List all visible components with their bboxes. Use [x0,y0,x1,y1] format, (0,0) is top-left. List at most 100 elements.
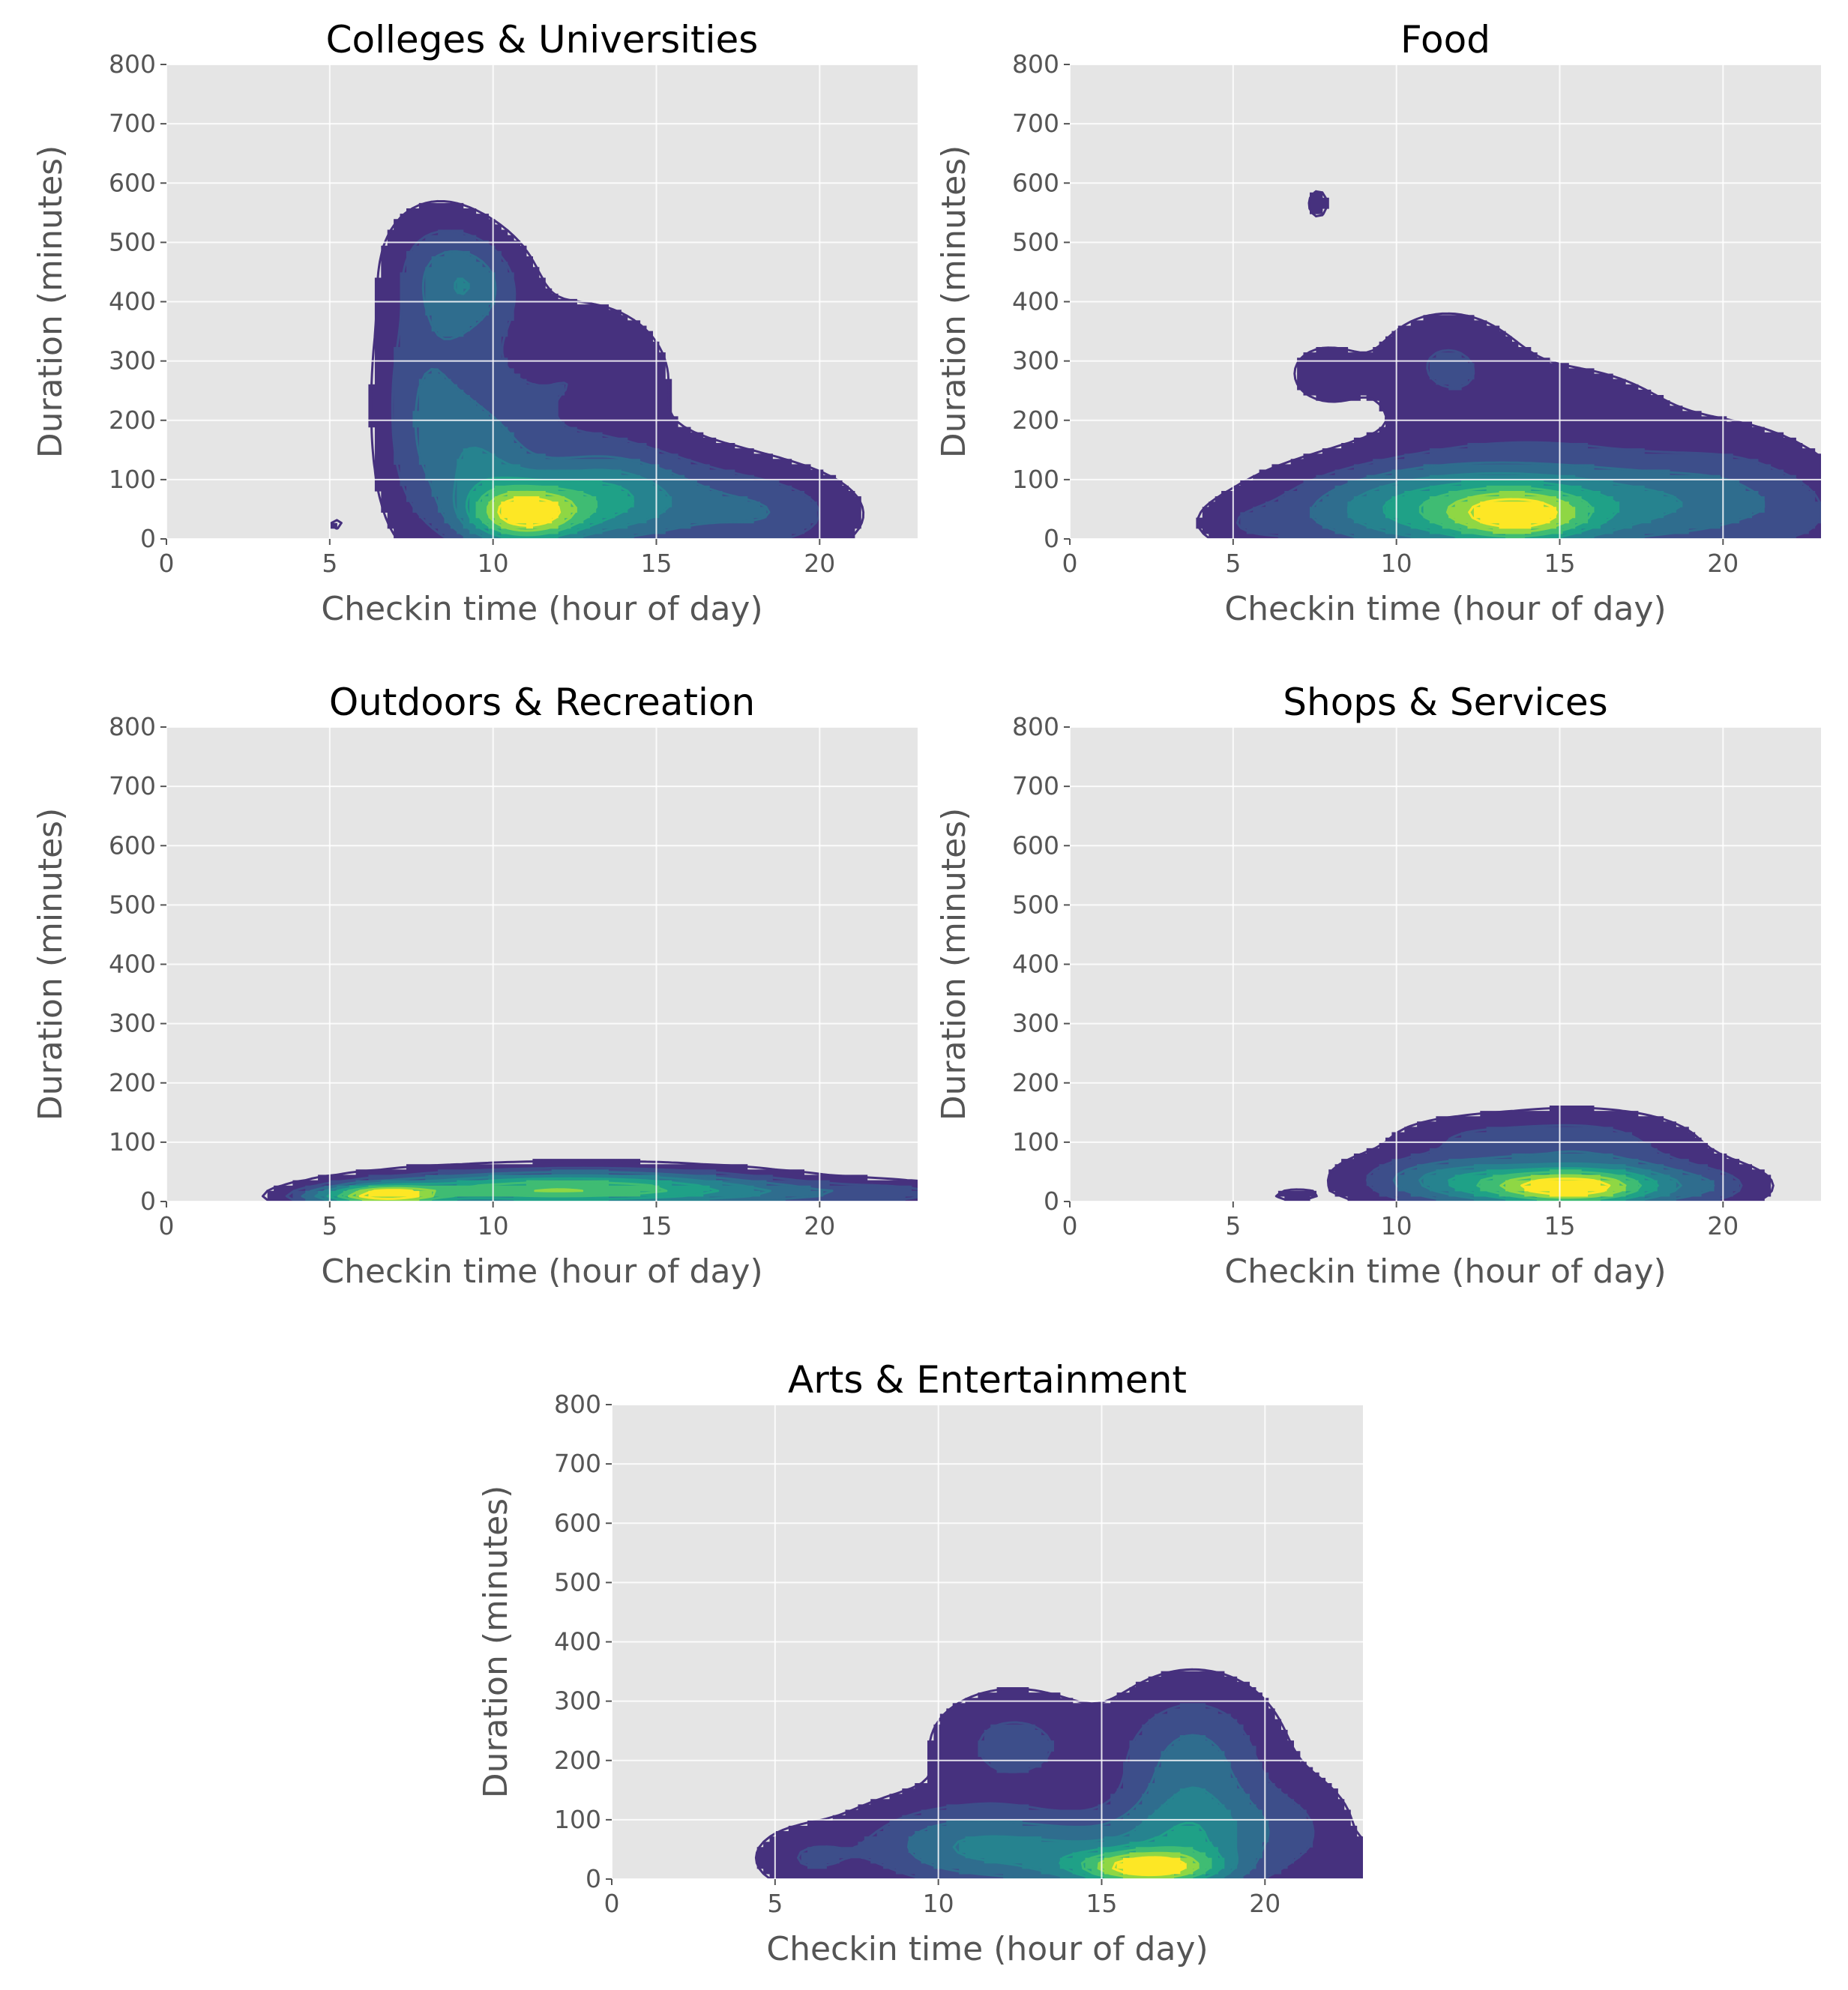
x-tick-label: 20 [804,549,835,578]
x-tick-label: 5 [322,1211,337,1240]
x-tick-label: 0 [1062,549,1078,578]
density-outline-6 [337,1181,668,1201]
density-outline-4 [314,1174,771,1201]
y-tick-label: 300 [109,1009,156,1038]
y-tick-label: 100 [554,1805,601,1834]
y-tick-label: 800 [109,49,156,79]
x-axis-label: Checkin time (hour of day) [1224,590,1666,628]
x-axis-label: Checkin time (hour of day) [766,1930,1208,1968]
y-tick-label: 300 [1012,346,1059,376]
density-level-8 [501,496,559,529]
y-tick-label: 200 [1012,405,1059,435]
density-contours [1196,190,1821,539]
grid-lines [1069,64,1821,540]
y-tick-label: 800 [1012,712,1059,741]
y-tick-label: 700 [1012,109,1059,138]
x-tick-label: 10 [923,1889,954,1918]
y-tick-label: 600 [109,830,156,860]
density-outline-1 [262,1160,918,1201]
y-tick-label: 100 [1012,465,1059,494]
x-axis: 0 5 10 15 20 [604,1879,1280,1918]
x-tick-label: 0 [1062,1211,1078,1240]
chart-title: Colleges & Universities [326,18,759,61]
y-tick-label: 700 [1012,771,1059,800]
y-tick-label: 600 [109,168,156,197]
y-tick-label: 400 [554,1627,601,1656]
density-outline-3 [907,1734,1270,1879]
y-tick-label: 100 [109,1127,156,1157]
density-outline-4 [1418,1162,1682,1201]
x-tick-label: 5 [1225,549,1241,578]
grid-lines [1069,726,1821,1202]
y-tick-label: 700 [109,771,156,800]
density-outline-7 [1097,1851,1200,1879]
density-outline-8 [1112,1856,1186,1877]
density-level-8 [1116,1857,1187,1875]
y-tick-label: 500 [1012,227,1059,256]
y-tick-label: 700 [554,1449,601,1478]
y-axis-label: Duration (minutes) [935,145,973,459]
density-outline-2 [285,1166,918,1201]
y-tick-label: 300 [554,1686,601,1716]
x-axis-label: Checkin time (hour of day) [321,1252,762,1291]
y-axis-label: Duration (minutes) [935,808,973,1121]
density-level-8 [1473,501,1556,529]
x-axis: 0 5 10 15 20 [159,539,835,578]
y-tick-label: 100 [1012,1127,1059,1157]
y-tick-label: 800 [1012,49,1059,79]
y-tick-label: 0 [1044,1187,1059,1216]
y-tick-label: 400 [1012,950,1059,979]
y-tick-label: 300 [109,346,156,376]
density-level-8 [368,1190,420,1197]
chart-title: Outdoors & Recreation [329,681,755,724]
y-tick-label: 600 [1012,830,1059,860]
y-tick-label: 200 [1012,1068,1059,1097]
density-level-4 [457,277,672,539]
density-outline-8 [358,1189,420,1200]
y-tick-label: 500 [109,227,156,256]
chart-panel-1: 0 5 10 15 200100200300400500600700800College… [31,18,918,628]
density-outline-8 [1468,498,1558,528]
x-tick-label: 5 [1225,1211,1241,1240]
y-axis: 0 100 200 300 400 500 600 700 800 [554,1390,612,1893]
density-outline-7 [486,490,577,532]
density-outline-2 [1236,349,1821,539]
y-tick-label: 200 [109,405,156,435]
density-level-8 [1524,1180,1607,1197]
y-tick-label: 0 [1044,524,1059,553]
y-axis: 0 100 200 300 400 500 600 700 800 [1012,712,1070,1216]
x-tick-label: 5 [322,549,337,578]
x-tick-label: 15 [640,549,672,578]
y-tick-label: 800 [109,712,156,741]
y-tick-label: 600 [1012,168,1059,197]
x-tick-label: 15 [1086,1889,1117,1918]
y-tick-label: 500 [554,1567,601,1596]
x-axis: 0 5 10 15 20 [1062,539,1739,578]
density-outline-5 [1059,1821,1224,1879]
density-outline-1 [1274,1106,1775,1201]
x-axis-label: Checkin time (hour of day) [1224,1252,1666,1291]
y-axis-label: Duration (minutes) [31,808,70,1121]
x-tick-label: 0 [604,1889,620,1918]
grid-lines [166,64,918,540]
y-tick-label: 0 [140,1187,156,1216]
x-tick-label: 10 [1381,549,1412,578]
y-tick-label: 800 [554,1390,601,1419]
density-outline-7 [348,1187,584,1201]
x-axis: 0 5 10 15 20 [1062,1201,1739,1240]
x-tick-label: 20 [1707,1211,1739,1240]
y-tick-label: 0 [140,524,156,553]
x-tick-label: 10 [478,549,509,578]
x-tick-label: 15 [1544,549,1575,578]
chart-panel-3: 0 5 10 15 200100200300400500600700800Outdoor… [31,681,918,1291]
density-outline-3 [1392,1150,1715,1201]
y-tick-label: 600 [554,1508,601,1537]
chart-title: Shops & Services [1283,681,1607,724]
y-axis-label: Duration (minutes) [477,1486,515,1799]
density-contours [330,199,865,539]
density-outline-6 [1476,1171,1642,1201]
x-tick-label: 20 [1249,1889,1280,1918]
y-tick-label: 0 [586,1864,601,1893]
